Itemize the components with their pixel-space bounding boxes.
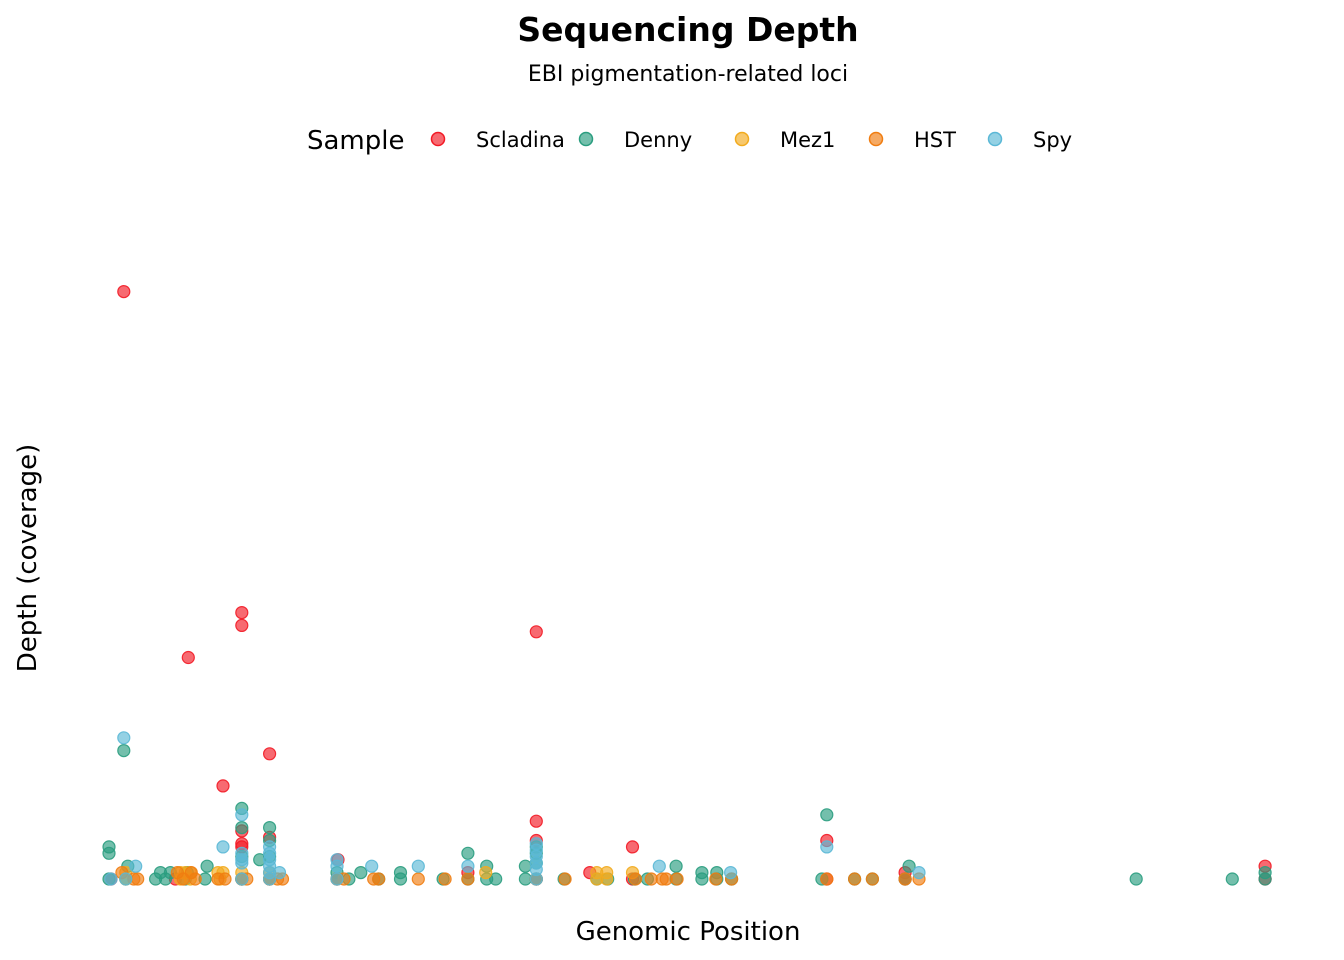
data-point (518, 859, 533, 873)
data-point (898, 872, 912, 886)
plot-points (102, 285, 1272, 886)
data-point (216, 779, 230, 793)
legend-key-spy (987, 131, 1003, 147)
data-point (235, 605, 249, 620)
data-point (235, 618, 249, 633)
data-point (489, 872, 503, 886)
data-point (1258, 872, 1272, 886)
data-point (461, 859, 475, 873)
legend-key-denny (578, 131, 594, 147)
data-point (695, 872, 709, 886)
legend-label-scladina: Scladina (476, 128, 565, 152)
data-point (354, 865, 368, 880)
y-axis-label: Depth (coverage) (13, 444, 43, 672)
data-point (263, 820, 277, 835)
data-point (669, 859, 683, 873)
data-point (102, 846, 116, 860)
series-scladina (104, 285, 1272, 886)
data-point (200, 859, 214, 873)
data-point (411, 872, 425, 886)
data-point (670, 872, 684, 886)
data-point (723, 865, 738, 880)
series-denny (102, 743, 1272, 886)
data-point (644, 872, 658, 886)
series-spy (104, 731, 926, 886)
data-point (393, 872, 408, 886)
data-point (365, 859, 379, 873)
data-point (820, 840, 834, 854)
data-point (628, 872, 643, 886)
legend-key-mez1 (734, 131, 750, 147)
data-point (847, 872, 862, 886)
x-axis-label: Genomic Position (576, 917, 801, 947)
data-point (117, 731, 131, 745)
chart-title: Sequencing Depth (517, 10, 858, 49)
data-point (902, 859, 916, 873)
data-point (263, 747, 277, 761)
data-point (820, 872, 834, 886)
legend-label-spy: Spy (1033, 128, 1072, 152)
data-point (235, 856, 249, 870)
data-point (479, 865, 493, 880)
data-point (181, 650, 195, 665)
data-point (411, 859, 425, 873)
legend-key-scladina (430, 131, 446, 147)
data-point (529, 625, 543, 639)
data-point (218, 872, 232, 886)
data-point (820, 808, 834, 822)
data-point (461, 846, 475, 860)
data-point (558, 872, 572, 886)
data-point (117, 285, 131, 299)
legend: Sample Scladina Denny Mez1 HST Spy (307, 126, 1072, 156)
legend-label-mez1: Mez1 (780, 128, 835, 152)
data-point (529, 814, 543, 828)
data-point (129, 859, 143, 873)
series-hst (115, 865, 926, 886)
data-point (372, 872, 386, 886)
data-point (158, 872, 173, 886)
data-point (1225, 872, 1239, 886)
chart-subtitle: EBI pigmentation-related loci (528, 62, 848, 87)
data-point (625, 840, 640, 854)
data-point (330, 872, 344, 886)
data-point (131, 872, 145, 886)
data-point (600, 872, 614, 886)
data-point (659, 872, 673, 886)
data-point (119, 872, 133, 886)
data-point (1129, 872, 1143, 886)
data-point (272, 865, 287, 880)
data-point (117, 743, 131, 758)
data-point (652, 859, 666, 873)
data-point (235, 820, 249, 835)
legend-title: Sample (307, 126, 405, 156)
data-point (216, 840, 230, 854)
data-point (188, 872, 202, 886)
legend-label-hst: HST (914, 128, 956, 152)
data-point (438, 872, 452, 886)
data-point (330, 859, 344, 873)
legend-label-denny: Denny (624, 128, 692, 152)
data-point (865, 872, 880, 886)
data-point (104, 872, 118, 886)
data-point (235, 808, 249, 822)
data-point (518, 872, 533, 886)
data-point (235, 872, 249, 886)
data-point (461, 872, 475, 886)
data-point (529, 872, 543, 886)
data-point (912, 865, 926, 880)
data-point (709, 872, 723, 886)
legend-key-hst (868, 131, 884, 147)
data-point (263, 872, 277, 886)
